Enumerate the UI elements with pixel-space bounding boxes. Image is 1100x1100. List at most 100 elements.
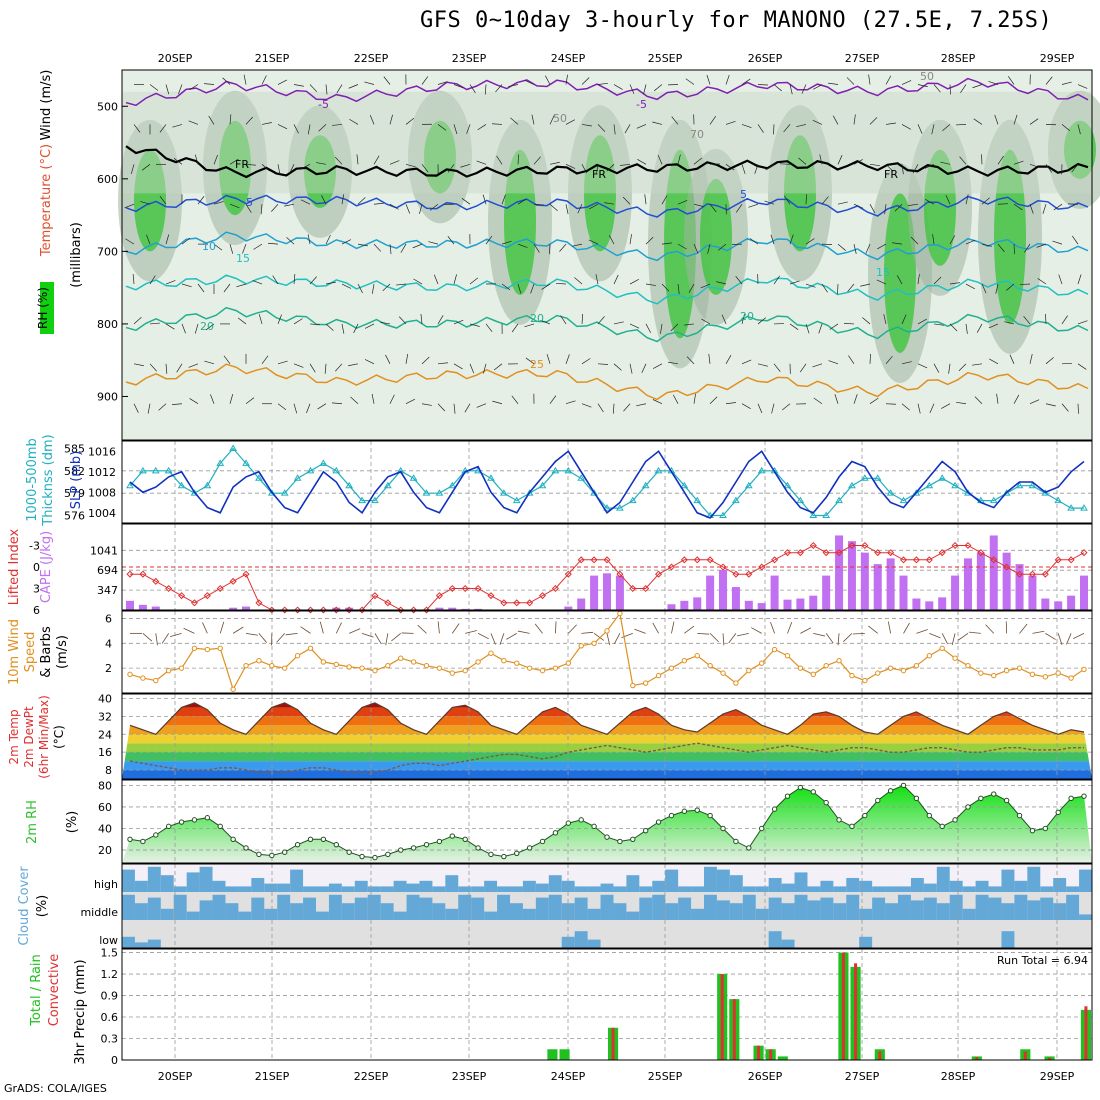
wind10-barb <box>751 627 762 634</box>
wind-barb <box>1045 76 1053 85</box>
cloud-cell-bg <box>613 864 627 892</box>
cloud-cell-bg <box>639 864 653 892</box>
wind-barb <box>289 164 295 174</box>
wind-barb <box>789 234 794 245</box>
cloud-cell-middle <box>872 897 886 921</box>
rh2m-point <box>797 784 804 791</box>
wind10-point <box>1003 667 1010 674</box>
wind10-point <box>282 665 288 671</box>
cloud-cell-bg <box>885 920 899 948</box>
wind-barb <box>868 74 871 85</box>
precip-conv-bar <box>732 999 736 1060</box>
wind-barb <box>133 124 141 133</box>
lifted-index-point <box>977 549 985 557</box>
wind-barb <box>149 84 159 91</box>
wind-barb <box>548 244 551 255</box>
wind10-barb <box>276 633 285 643</box>
wind-barb <box>661 195 668 205</box>
cloud-cell-high <box>678 886 692 893</box>
cloud-cell-bg <box>432 920 446 948</box>
lifted-index-point <box>680 556 688 564</box>
cape-bar <box>873 564 882 610</box>
cloud-cell-bg <box>251 920 265 948</box>
cape-bar <box>693 597 702 610</box>
chart-title: GFS 0~10day 3-hourly for MANONO (27.5E, … <box>420 8 1053 33</box>
cloud-cell-bg <box>626 920 640 948</box>
cloud-cell-bg <box>497 920 511 948</box>
wind-barb <box>773 84 782 92</box>
wind-barb <box>223 283 231 293</box>
wind-barb <box>588 239 599 245</box>
lifted-index-point <box>539 592 547 600</box>
wind10-barb <box>709 633 719 643</box>
wind10-barb <box>349 628 361 634</box>
wind-barb <box>357 197 366 205</box>
cloud-cell-high <box>833 886 847 893</box>
wind-barb <box>1013 203 1023 211</box>
wind-barb <box>677 243 687 250</box>
rh2m-point <box>410 845 417 851</box>
wind-barb <box>942 124 951 132</box>
thickness-point <box>538 481 547 489</box>
wind-barb <box>357 243 368 247</box>
cloud-cell-bg <box>212 920 226 948</box>
cloud-cell-bg <box>962 864 977 892</box>
wind10-point <box>913 662 920 669</box>
wind-barb <box>757 84 769 86</box>
wind-barb <box>917 318 927 325</box>
wind-barb <box>412 243 423 249</box>
rh2m-point <box>1055 809 1061 816</box>
lifted-tick-label: -3 <box>29 540 40 553</box>
wind-barb <box>805 238 815 245</box>
wind-barb <box>677 199 688 205</box>
thickness-point <box>835 496 843 504</box>
wind10-barb <box>613 633 621 645</box>
cloud-cell-bg <box>600 920 614 948</box>
wind-barb <box>735 276 743 285</box>
wind-barb <box>245 116 253 125</box>
cloud-cell-bg <box>264 920 278 948</box>
cloud-cell-middle <box>1014 894 1028 921</box>
top-day-label: 28SEP <box>941 52 976 65</box>
cloud-cell-middle <box>975 894 990 921</box>
cloud-cell-bg <box>678 864 692 892</box>
wind10-point <box>501 657 507 664</box>
wind-barb <box>716 281 727 285</box>
rh2m-point <box>565 820 572 826</box>
lifted-index-point <box>861 541 869 550</box>
cloud-cell-bg <box>303 864 317 892</box>
lifted-index-point <box>590 556 598 564</box>
cloud-cell-high <box>626 875 640 893</box>
lifted-index-point <box>178 592 186 600</box>
wind-barb <box>125 238 135 245</box>
lifted-index-point <box>1003 563 1011 571</box>
cloud-cell-middle <box>755 908 770 921</box>
wind-barb <box>869 397 879 405</box>
wind-barb <box>949 84 951 95</box>
wind-barb <box>1013 160 1024 165</box>
contour-label: -5 <box>636 98 647 111</box>
wind-barb <box>707 244 711 254</box>
thickness-point <box>873 474 882 481</box>
wind-barb <box>581 124 592 127</box>
wind10-point <box>759 660 765 666</box>
lifted-index-point <box>642 584 650 593</box>
wind-barb <box>213 243 223 251</box>
rh2m-point <box>771 806 778 812</box>
rh2m-point <box>578 817 584 823</box>
cloud-cell-bg <box>432 864 446 892</box>
wind-barb <box>901 314 907 325</box>
cloud-cell-middle <box>885 903 899 921</box>
wind10-axis-label: & Barbs <box>39 626 54 678</box>
wind-barb <box>517 198 527 205</box>
wind-barb <box>981 283 987 294</box>
wind-barb <box>565 400 576 405</box>
cloud-cell-high <box>122 869 136 893</box>
wind10-point <box>178 665 185 671</box>
wind-barb <box>419 204 423 214</box>
cloud-cell-middle <box>1001 903 1015 921</box>
wind-barb <box>581 164 588 174</box>
thickness-point <box>822 511 831 519</box>
cloud-cell-middle <box>1053 903 1067 921</box>
thickness-point <box>164 466 173 474</box>
